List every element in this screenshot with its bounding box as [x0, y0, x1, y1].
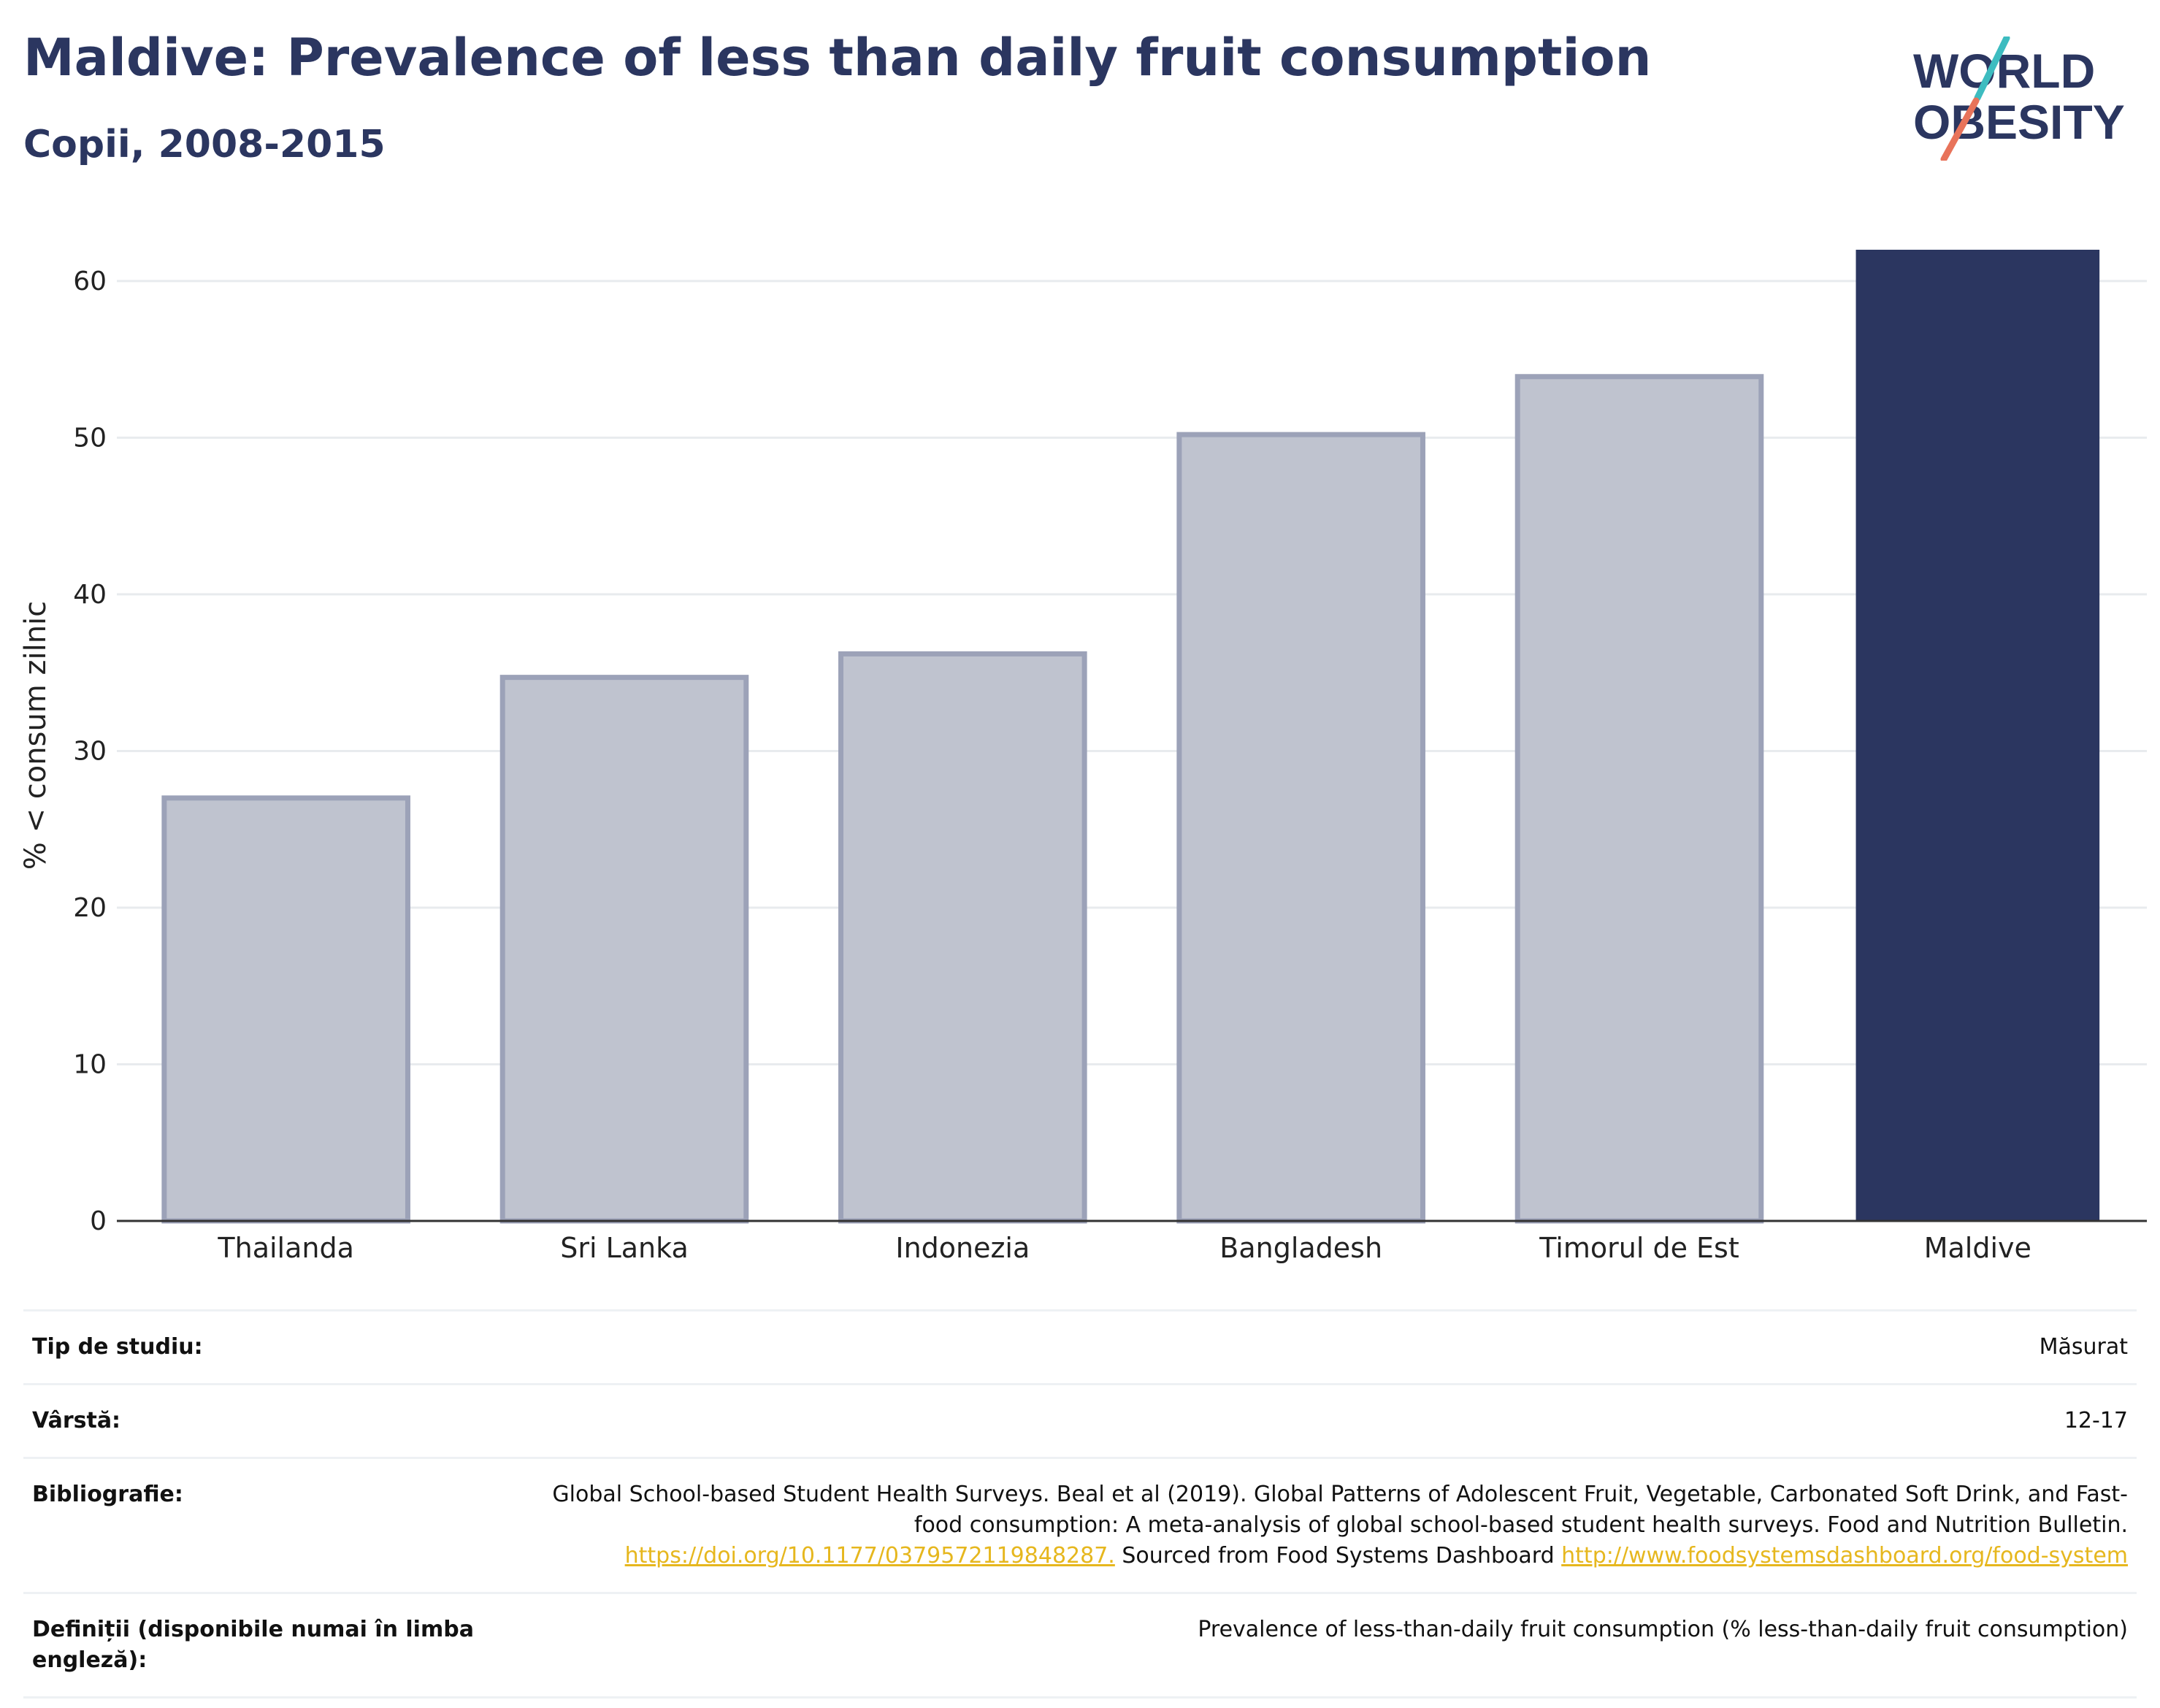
study-type-label: Tip de studiu: [32, 1334, 203, 1360]
meta-row-study-type: Tip de studiu: Măsurat [23, 1309, 2137, 1383]
bar [1514, 374, 1764, 1224]
bar [1855, 250, 2100, 1221]
y-tick-label: 60 [73, 267, 107, 296]
logo-slash-teal [1974, 37, 2010, 102]
age-label: Vârstă: [32, 1408, 121, 1433]
world-obesity-logo: WORLD OBESITY [1913, 37, 2125, 161]
study-type-value: Măsurat [2039, 1334, 2128, 1360]
y-tick-label: 50 [73, 423, 107, 453]
x-tick-label: Indonezia [895, 1232, 1030, 1264]
y-tick-label: 10 [73, 1049, 107, 1079]
chart-subtitle: Copii, 2008-2015 [23, 123, 386, 166]
meta-row-definitions: Definiții (disponibile numai în limba en… [23, 1592, 2137, 1699]
bar [161, 795, 410, 1224]
bar [838, 651, 1087, 1224]
x-tick-label: Sri Lanka [560, 1232, 689, 1264]
y-tick-label: 0 [90, 1206, 107, 1236]
x-tick-label: Timorul de Est [1539, 1232, 1739, 1264]
logo-slash-coral [1940, 97, 1980, 161]
doi-link[interactable]: https://doi.org/10.1177/0379572119848287… [624, 1543, 1115, 1569]
bar [499, 675, 749, 1224]
bar-chart: 0 10 20 30 40 50 60 % < consum zilnic Thailanda S… [19, 250, 2147, 1264]
x-tick-label: Thailanda [217, 1232, 353, 1264]
dashboard-link[interactable]: http://www.foodsystemsdashboard.org/food… [1561, 1543, 2128, 1569]
age-value: 12-17 [2064, 1408, 2128, 1433]
definitions-value: Prevalence of less-than-daily fruit cons… [1198, 1617, 2128, 1642]
y-axis-label: % < consum zilnic [19, 601, 53, 870]
x-tick-label: Bangladesh [1219, 1232, 1382, 1264]
logo-text-obesity: OBESITY [1913, 95, 2125, 149]
y-tick-label: 40 [73, 580, 107, 610]
meta-row-bibliography: Bibliografie: Global School-based Studen… [23, 1457, 2137, 1592]
y-tick-label: 20 [73, 893, 107, 923]
bibliography-label: Bibliografie: [32, 1482, 183, 1507]
bibliography-value: Global School-based Student Health Surve… [551, 1479, 2128, 1571]
bar [1176, 432, 1425, 1224]
metadata-table: Tip de studiu: Măsurat Vârstă: 12-17 Bib… [23, 1309, 2137, 1699]
chart-title: Maldive: Prevalence of less than daily f… [23, 28, 1652, 88]
y-tick-label: 30 [73, 736, 107, 766]
x-tick-label: Maldive [1924, 1232, 2031, 1264]
bibliography-text: Global School-based Student Health Surve… [552, 1482, 2128, 1538]
bibliography-source-text: Sourced from Food Systems Dashboard [1114, 1543, 1562, 1569]
meta-row-age: Vârstă: 12-17 [23, 1383, 2137, 1457]
definitions-label: Definiții (disponibile numai în limba en… [32, 1617, 474, 1673]
logo-text-world: WORLD [1913, 44, 2095, 98]
